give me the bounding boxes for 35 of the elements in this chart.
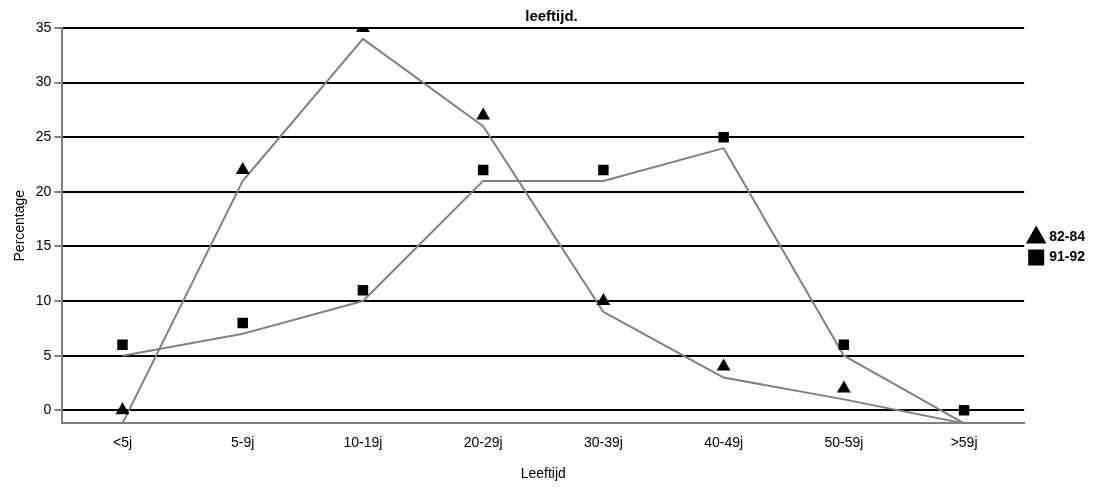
x-axis-title: Leeftijd: [520, 465, 566, 482]
y-axis-title: Percentage: [11, 189, 28, 262]
x-tick-label: 20-29j: [463, 433, 503, 450]
legend-label: 82-84: [1049, 228, 1086, 245]
x-tick-label: <5j: [112, 433, 133, 450]
point: [237, 317, 248, 329]
x-tick-label: 10-19j: [343, 433, 383, 450]
point: [838, 339, 850, 350]
y-tick-label: 25: [35, 128, 52, 145]
point: [958, 405, 970, 416]
x-tick-label: 30-39j: [583, 433, 623, 450]
y-tick-label: 20: [35, 182, 52, 199]
point: [837, 381, 851, 393]
x-tick-label: 40-49j: [704, 433, 744, 450]
y-tick-label: 10: [35, 291, 52, 308]
y-tick-label: 5: [43, 346, 52, 363]
point: [598, 164, 609, 176]
point: [718, 131, 729, 143]
x-tick-label: 50-59j: [824, 433, 864, 450]
point: [597, 294, 610, 306]
y-tick-label: 35: [35, 18, 52, 35]
x-tick-label: >59j: [950, 433, 978, 450]
point: [476, 108, 490, 120]
point: [477, 164, 489, 176]
point: [357, 284, 369, 296]
y-tick-label: 30: [35, 73, 52, 90]
point: [717, 359, 730, 371]
point: [236, 162, 249, 174]
y-tick-label: 0: [43, 401, 52, 418]
point: [116, 403, 129, 415]
point: [117, 339, 128, 350]
legend-label: 91-92: [1049, 248, 1086, 265]
x-tick-label: 5-9j: [231, 433, 255, 450]
chart-title: leeftijd.: [525, 7, 578, 25]
y-tick-label: 15: [35, 237, 52, 254]
